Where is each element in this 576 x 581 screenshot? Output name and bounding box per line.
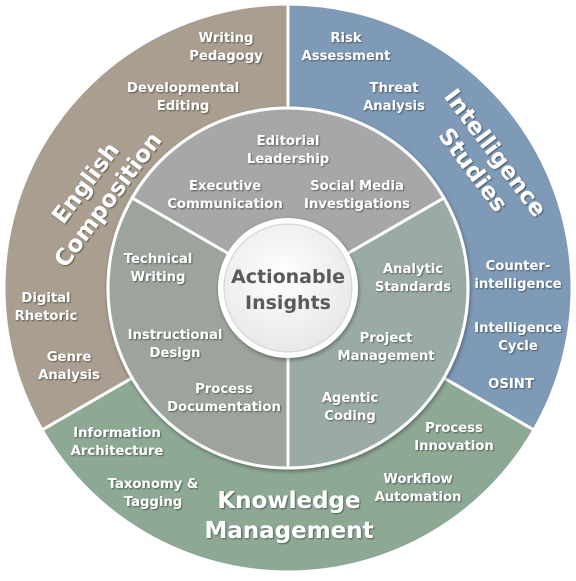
label-writing-pedagogy-2: Pedagogy [189, 49, 263, 64]
label-information-architecture-1: Information [73, 426, 161, 441]
label-agentic-coding-1: Agentic [322, 391, 379, 406]
label-counterintelligence-2: intelligence [474, 277, 561, 292]
label-process-innovation-1: Process [425, 421, 483, 436]
label-osint: OSINT [488, 377, 534, 392]
label-agentic-coding-2: Coding [324, 409, 376, 424]
label-developmental-editing-2: Editing [157, 99, 210, 114]
label-writing-pedagogy-1: Writing [199, 31, 254, 46]
label-genre-analysis-2: Analysis [38, 368, 100, 383]
heading-knowledge: Knowledge [217, 488, 360, 514]
label-threat-analysis-1: Threat [369, 81, 418, 96]
label-intelligence-cycle-2: Cycle [498, 339, 538, 354]
label-taxonomy-tagging-1: Taxonomy & [108, 477, 199, 492]
label-social-media-investigations-1: Social Media [310, 179, 404, 194]
label-workflow-automation-1: Workflow [383, 472, 452, 487]
label-genre-analysis-1: Genre [47, 350, 92, 365]
label-digital-rhetoric-1: Digital [21, 291, 70, 306]
label-counterintelligence-1: Counter- [486, 259, 551, 274]
label-process-documentation-1: Process [195, 382, 253, 397]
label-process-documentation-2: Documentation [167, 400, 281, 415]
label-risk-assessment-1: Risk [330, 31, 363, 46]
label-analytic-standards-2: Standards [375, 280, 451, 295]
label-instructional-design-1: Instructional [128, 328, 223, 343]
heading-management: Management [204, 518, 373, 544]
label-taxonomy-tagging-2: Tagging [124, 495, 182, 510]
label-editorial-leadership-2: Leadership [247, 152, 329, 167]
label-threat-analysis-2: Analysis [363, 99, 425, 114]
label-developmental-editing-1: Developmental [127, 81, 239, 96]
label-process-innovation-2: Innovation [414, 439, 494, 454]
center-title-line-1: Actionable [231, 266, 345, 288]
label-analytic-standards-1: Analytic [383, 262, 443, 277]
label-project-management-2: Management [337, 349, 434, 364]
label-technical-writing-2: Writing [131, 270, 186, 285]
label-workflow-automation-2: Automation [375, 490, 462, 505]
label-intelligence-cycle-1: Intelligence [474, 321, 562, 336]
label-executive-communication-1: Executive [189, 179, 261, 194]
center-circle-inner [223, 223, 353, 353]
label-information-architecture-2: Architecture [71, 444, 164, 459]
label-editorial-leadership-1: Editorial [257, 134, 320, 149]
center-title-line-2: Insights [245, 292, 331, 314]
label-technical-writing-1: Technical [124, 252, 193, 267]
label-project-management-1: Project [360, 331, 413, 346]
label-instructional-design-2: Design [149, 346, 200, 361]
label-executive-communication-2: Communication [167, 197, 283, 212]
label-risk-assessment-2: Assessment [302, 49, 391, 64]
label-digital-rhetoric-2: Rhetoric [15, 309, 78, 324]
label-social-media-investigations-2: Investigations [304, 197, 410, 212]
